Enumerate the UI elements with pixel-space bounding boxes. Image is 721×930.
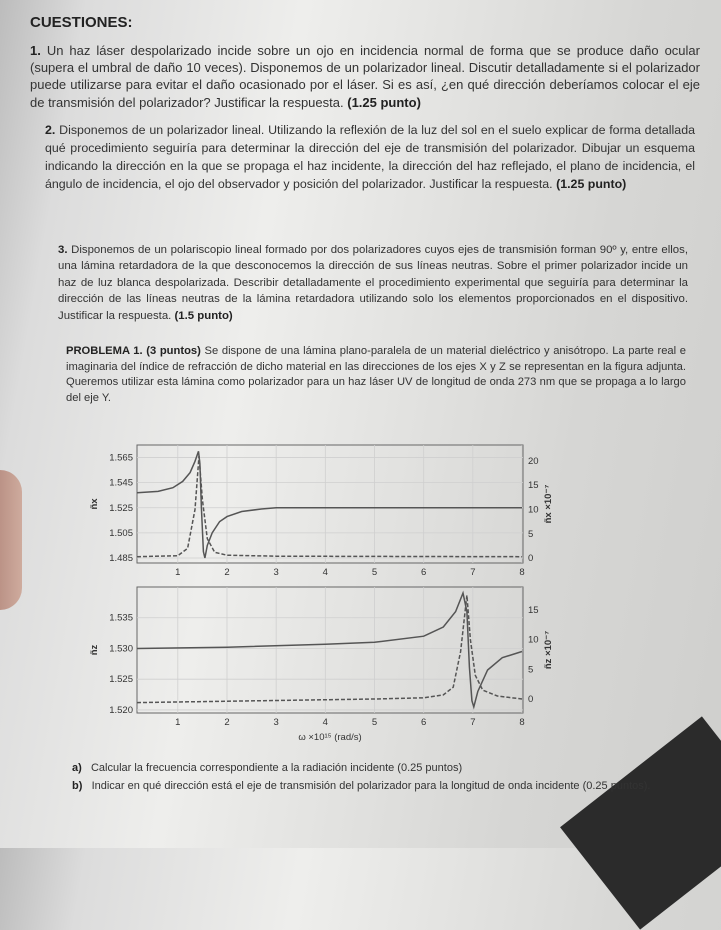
x-tick-label: 8 (519, 567, 524, 578)
y-tick-label: 1.520 (109, 705, 133, 716)
y2-tick-label: 20 (528, 456, 539, 467)
y2-axis-label: ñz ×10⁻⁷ (543, 631, 554, 669)
x-tick-label: 2 (224, 717, 229, 728)
y-tick-label: 1.525 (109, 503, 133, 514)
x-axis-label: ω ×10¹⁵ (rad/s) (298, 732, 361, 743)
plot-frame (136, 444, 524, 564)
y2-tick-label: 5 (528, 529, 533, 540)
x-tick-label: 5 (372, 717, 377, 728)
y-axis-label: ñz (89, 644, 100, 655)
imaginary-index-line (136, 595, 523, 704)
y-axis-label: ñx (89, 498, 100, 510)
part-b: b) Indicar en qué dirección está el eje … (72, 780, 651, 792)
y2-axis-label: ñx ×10⁻⁷ (543, 485, 554, 524)
y-tick-label: 1.535 (109, 613, 133, 624)
plot-frame (136, 586, 524, 714)
x-tick-label: 6 (421, 567, 426, 578)
question-3: 3. Disponemos de un polariscopio lineal … (58, 244, 688, 322)
y2-tick-label: 10 (528, 504, 539, 515)
x-tick-label: 2 (224, 567, 229, 578)
refractive-index-figure: 1 2 3 4 5 6 7 81.4851.5051.5251.5451.5650510152… (89, 444, 554, 743)
y-tick-label: 1.530 (109, 643, 133, 654)
x-tick-label: 1 (175, 567, 180, 578)
problem-1: PROBLEMA 1. (3 puntos) Se dispone de una… (66, 345, 686, 404)
real-index-line (136, 590, 523, 710)
x-tick-label: 6 (421, 717, 426, 728)
y-tick-label: 1.545 (109, 478, 133, 489)
finger-shadow (0, 470, 22, 610)
x-tick-label: 4 (323, 717, 328, 728)
x-tick-label: 3 (274, 567, 279, 578)
imaginary-index-line (136, 455, 523, 558)
x-tick-label: 7 (470, 567, 475, 578)
section-heading: CUESTIONES: (30, 14, 133, 31)
y-tick-label: 1.525 (109, 674, 133, 685)
y2-tick-label: 0 (528, 553, 533, 564)
x-tick-label: 7 (470, 717, 475, 728)
question-1: 1. Un haz láser despolarizado incide sob… (30, 43, 700, 110)
y-tick-label: 1.505 (109, 528, 133, 539)
y-tick-label: 1.485 (109, 553, 133, 564)
y2-tick-label: 5 (528, 664, 533, 675)
x-tick-label: 5 (372, 567, 377, 578)
problem-parts: a) Calcular la frecuencia correspondient… (72, 760, 682, 795)
y2-tick-label: 15 (528, 480, 539, 491)
y-tick-label: 1.565 (109, 453, 133, 464)
question-2: 2. Disponemos de un polarizador lineal. … (45, 123, 695, 191)
y2-tick-label: 0 (528, 694, 533, 705)
part-a: a) Calcular la frecuencia correspondient… (72, 762, 463, 774)
x-tick-label: 1 (175, 717, 180, 728)
real-index-line (136, 451, 522, 559)
x-tick-label: 3 (274, 717, 279, 728)
y2-tick-label: 15 (528, 605, 539, 616)
y2-tick-label: 10 (528, 635, 539, 646)
x-tick-label: 4 (323, 567, 328, 578)
x-tick-label: 8 (519, 717, 524, 728)
